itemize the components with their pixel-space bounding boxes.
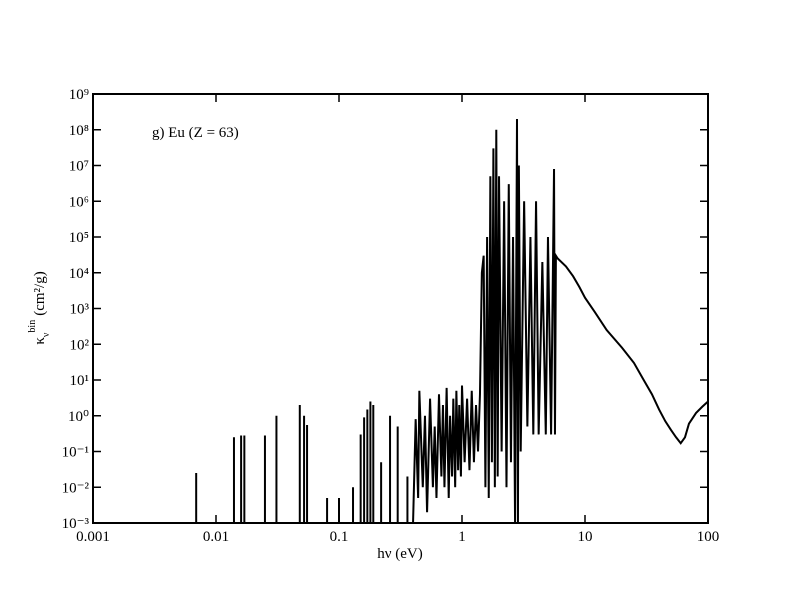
- y-tick-label: 10⁴: [69, 266, 89, 282]
- y-tick-label: 10⁷: [69, 159, 89, 175]
- y-tick-label: 10⁻²: [62, 480, 90, 496]
- y-label-sup: bin: [27, 320, 38, 333]
- annotation: g) Eu (Z = 63): [152, 125, 239, 141]
- x-axis-label: hν (eV): [377, 546, 423, 562]
- x-tick-label: 1: [458, 529, 466, 545]
- y-tick-label: 10¹: [70, 373, 90, 389]
- data-line: [195, 118, 708, 523]
- y-tick-label: 10⁻³: [62, 516, 90, 532]
- y-axis-label: κνbin (cm²/g): [27, 271, 52, 344]
- y-label-symbol: κ: [32, 337, 48, 345]
- y-label-sub: ν: [41, 332, 52, 337]
- y-tick-label: 10⁵: [69, 230, 89, 246]
- x-tick-label: 0.01: [203, 529, 229, 545]
- y-tick-label: 10³: [70, 302, 90, 318]
- x-tick-label: 100: [697, 529, 720, 545]
- y-label-units: (cm²/g): [32, 271, 48, 315]
- y-tick-label: 10⁻¹: [62, 445, 89, 461]
- x-tick-label: 10: [578, 529, 593, 545]
- y-tick-label: 10⁸: [69, 123, 89, 139]
- y-tick-label: 10²: [70, 337, 90, 353]
- y-tick-label: 10⁰: [68, 409, 89, 425]
- y-tick-label: 10⁹: [69, 87, 89, 103]
- x-tick-label: 0.1: [330, 529, 349, 545]
- y-tick-label: 10⁶: [69, 194, 89, 210]
- x-tick-label: 0.001: [76, 529, 110, 545]
